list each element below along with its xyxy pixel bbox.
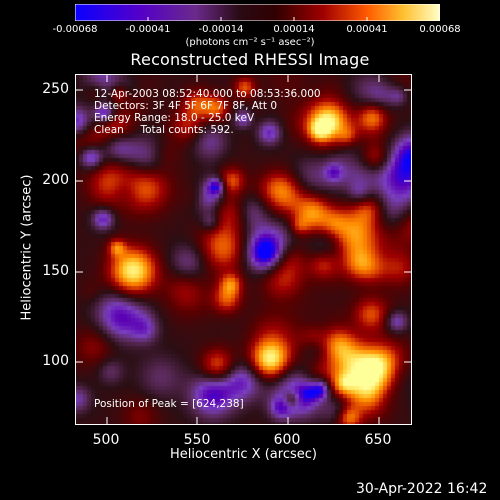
y-tick-label: 250 [42,81,69,97]
info-energy-range: Energy Range: 18.0 - 25.0 keV [94,112,255,124]
info-time-range: 12-Apr-2003 08:52:40.000 to 08:53:36.000 [94,88,321,100]
colorbar [75,4,440,21]
x-tick-label: 650 [364,432,392,448]
x-tick-label: 600 [273,432,301,448]
axis-ticks [75,74,412,425]
colorbar-tick: -0.00014 [198,24,244,35]
colorbar-tick: 0.00041 [346,24,388,35]
colorbar-unit-label: (photons cm⁻² s⁻¹ asec⁻²) [185,37,315,48]
info-detectors: Detectors: 3F 4F 5F 6F 7F 8F, Att 0 [94,100,278,112]
plot-frame [75,74,412,425]
info-peak-position: Position of Peak = [624,238] [94,398,244,410]
y-axis-label: Heliocentric Y (arcsec) [19,174,35,321]
colorbar-tick: -0.00068 [52,24,98,35]
x-axis-label: Heliocentric X (arcsec) [170,447,317,462]
x-tick-label: 500 [92,432,120,448]
timestamp-footer: 30-Apr-2022 16:42 [356,481,488,497]
rhessi-image-heatmap [75,74,412,425]
x-tick-label: 550 [183,432,211,448]
colorbar-tick: 0.00014 [273,24,315,35]
y-tick-label: 150 [42,263,69,279]
y-tick-label: 100 [42,353,69,369]
y-tick-label: 200 [42,172,69,188]
colorbar-tick: 0.00068 [419,24,461,35]
colorbar-tick: -0.00041 [125,24,171,35]
info-clean-counts: Clean Total counts: 592. [94,124,234,136]
image-title: Reconstructed RHESSI Image [130,50,370,69]
